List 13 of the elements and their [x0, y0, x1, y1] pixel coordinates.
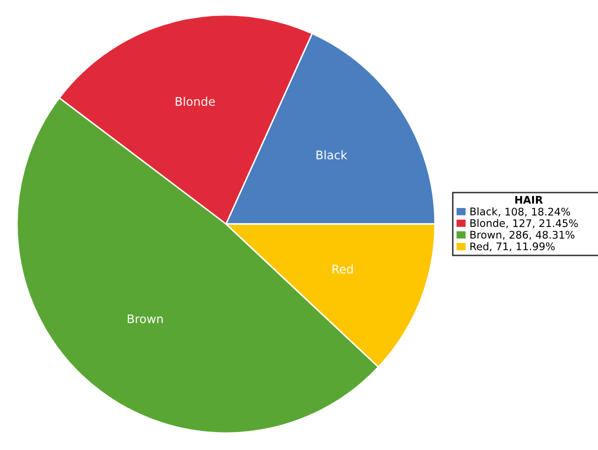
- slice-label: Red: [332, 264, 353, 274]
- legend-title: HAIR: [515, 196, 543, 204]
- data-label: , 71, 11.99%: [490, 242, 555, 252]
- data-label: , 286, 48.31%: [502, 230, 574, 240]
- legend-label: Brown: [470, 230, 502, 239]
- data-label: , 127, 21.45%: [506, 219, 578, 228]
- legend-label: Blonde: [470, 218, 505, 228]
- slice-label: Black: [316, 150, 348, 160]
- legend-label: Red: [470, 242, 488, 250]
- data-label: , 108, 18.24%: [498, 208, 570, 217]
- slice-label: Brown: [128, 314, 163, 324]
- legend-label: Black: [470, 207, 498, 216]
- slice-label: Blonde: [176, 96, 215, 106]
